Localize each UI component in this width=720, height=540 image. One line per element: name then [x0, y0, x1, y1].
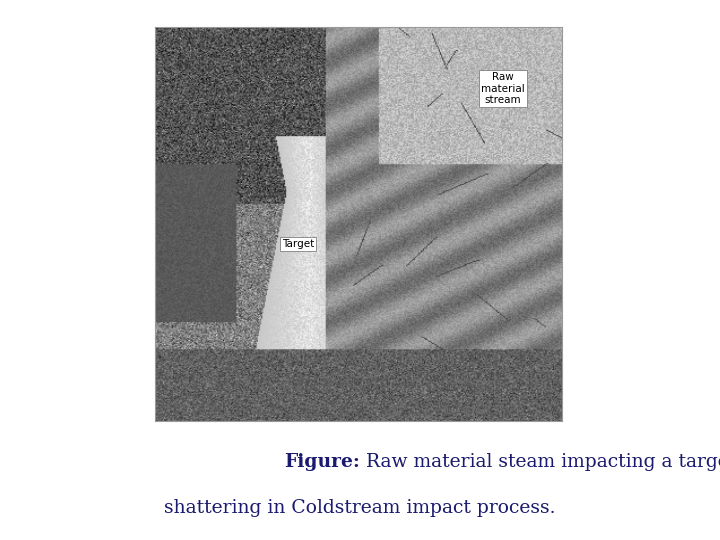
Text: Raw material steam impacting a target and: Raw material steam impacting a target an…	[360, 453, 720, 471]
Text: shattering in Coldstream impact process.: shattering in Coldstream impact process.	[164, 498, 556, 517]
Text: Raw
material
stream: Raw material stream	[481, 72, 525, 105]
Text: Target: Target	[282, 239, 314, 249]
Text: Figure:: Figure:	[284, 453, 360, 471]
